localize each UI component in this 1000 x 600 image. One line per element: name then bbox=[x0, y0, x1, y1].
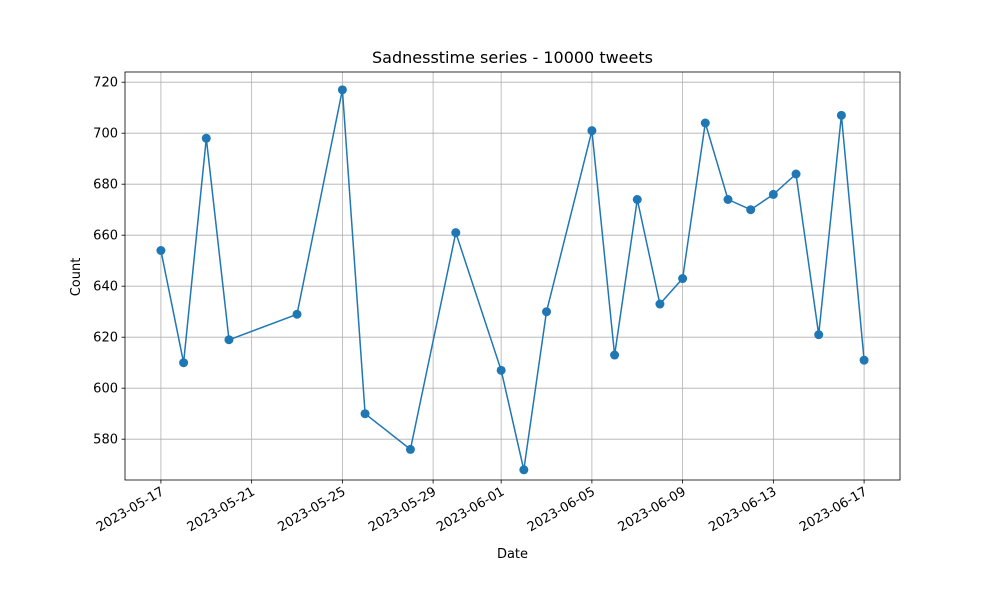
x-tick-label: 2023-06-05 bbox=[525, 484, 598, 535]
x-axis-label: Date bbox=[497, 547, 528, 562]
data-point bbox=[179, 358, 189, 368]
data-point bbox=[723, 195, 733, 204]
data-point bbox=[519, 465, 529, 475]
data-point bbox=[292, 309, 302, 319]
x-tick-labels: 2023-05-17 2023-05-21 2023-05-25 2023-05-29… bbox=[94, 484, 870, 535]
data-point bbox=[768, 189, 778, 199]
x-tick-label: 2023-05-25 bbox=[275, 484, 348, 535]
data-point bbox=[337, 85, 347, 95]
y-tick-label: 720 bbox=[93, 76, 118, 91]
data-point bbox=[678, 274, 688, 284]
data-point bbox=[405, 444, 415, 454]
y-tick-label: 700 bbox=[93, 127, 118, 142]
y-tick-label: 600 bbox=[93, 382, 118, 397]
data-point bbox=[360, 409, 370, 419]
data-point bbox=[587, 126, 597, 136]
grid bbox=[125, 72, 900, 480]
x-tick-label: 2023-06-01 bbox=[434, 484, 507, 535]
data-point bbox=[610, 350, 620, 360]
y-tick-labels: 580 600 620 640 660 680 700 720 bbox=[93, 76, 118, 448]
x-tick-label: 2023-06-09 bbox=[616, 484, 689, 535]
y-tick-label: 620 bbox=[93, 331, 118, 346]
data-point bbox=[836, 110, 846, 120]
series-line-group bbox=[160, 89, 865, 470]
x-tick-label: 2023-05-17 bbox=[94, 484, 167, 535]
data-point bbox=[201, 133, 211, 143]
y-tick-label: 640 bbox=[93, 280, 118, 295]
data-point bbox=[859, 355, 869, 365]
x-tick-label: 2023-05-21 bbox=[185, 484, 258, 535]
y-tick-label: 680 bbox=[93, 178, 118, 193]
y-tick-label: 580 bbox=[93, 433, 118, 448]
data-point bbox=[632, 195, 642, 204]
data-point bbox=[700, 118, 710, 128]
series-line bbox=[160, 89, 865, 470]
data-points bbox=[156, 85, 869, 475]
data-point bbox=[746, 205, 756, 215]
x-tick-label: 2023-06-17 bbox=[797, 484, 870, 535]
data-point bbox=[224, 335, 234, 345]
axes bbox=[121, 71, 901, 484]
data-point bbox=[655, 299, 665, 309]
data-point bbox=[791, 169, 801, 179]
chart-title: Sadnesstime series - 10000 tweets bbox=[372, 48, 653, 67]
data-point bbox=[496, 365, 506, 375]
y-axis-label: Count bbox=[69, 258, 84, 297]
x-tick-label: 2023-05-29 bbox=[366, 484, 439, 535]
y-tick-label: 660 bbox=[93, 229, 118, 244]
x-tick-label: 2023-06-13 bbox=[706, 484, 779, 535]
data-point bbox=[156, 246, 166, 255]
data-point bbox=[542, 307, 552, 317]
data-point bbox=[814, 330, 824, 340]
plot-frame bbox=[124, 71, 901, 481]
data-point bbox=[451, 228, 461, 238]
